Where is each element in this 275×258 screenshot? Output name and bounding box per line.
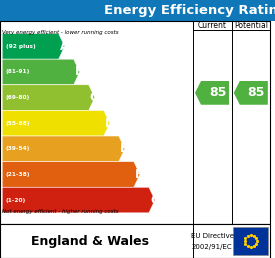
Polygon shape xyxy=(2,136,125,162)
Bar xyxy=(0,0,275,21)
Polygon shape xyxy=(2,34,65,59)
Text: (55-68): (55-68) xyxy=(6,121,30,126)
Text: (21-38): (21-38) xyxy=(6,172,30,177)
Bar xyxy=(0,224,270,258)
Text: B: B xyxy=(75,66,84,78)
Text: (69-80): (69-80) xyxy=(6,95,30,100)
Text: (92 plus): (92 plus) xyxy=(6,44,35,49)
Text: G: G xyxy=(150,194,160,207)
Polygon shape xyxy=(2,59,80,85)
Polygon shape xyxy=(234,81,268,105)
Bar xyxy=(233,227,268,255)
Polygon shape xyxy=(195,81,229,105)
Polygon shape xyxy=(2,85,95,110)
Text: A: A xyxy=(60,40,69,53)
Text: 85: 85 xyxy=(209,86,226,99)
Text: 2002/91/EC: 2002/91/EC xyxy=(192,244,232,250)
Text: Potential: Potential xyxy=(234,21,268,30)
Text: C: C xyxy=(90,91,98,104)
Text: Energy Efficiency Rating: Energy Efficiency Rating xyxy=(104,4,275,17)
Text: Not energy efficient - higher running costs: Not energy efficient - higher running co… xyxy=(2,208,119,214)
Text: E: E xyxy=(120,142,128,155)
Text: (1-20): (1-20) xyxy=(6,198,26,203)
Text: EU Directive: EU Directive xyxy=(191,233,234,239)
Polygon shape xyxy=(2,187,155,213)
Text: D: D xyxy=(105,117,115,130)
Text: 85: 85 xyxy=(248,86,265,99)
Text: F: F xyxy=(135,168,143,181)
Text: England & Wales: England & Wales xyxy=(31,235,150,248)
Polygon shape xyxy=(2,110,110,136)
Bar xyxy=(0,21,270,224)
Text: Current: Current xyxy=(197,21,227,30)
Text: (81-91): (81-91) xyxy=(6,69,30,75)
Text: Very energy efficient - lower running costs: Very energy efficient - lower running co… xyxy=(2,30,119,35)
Text: (39-54): (39-54) xyxy=(6,146,30,151)
Polygon shape xyxy=(2,162,140,187)
